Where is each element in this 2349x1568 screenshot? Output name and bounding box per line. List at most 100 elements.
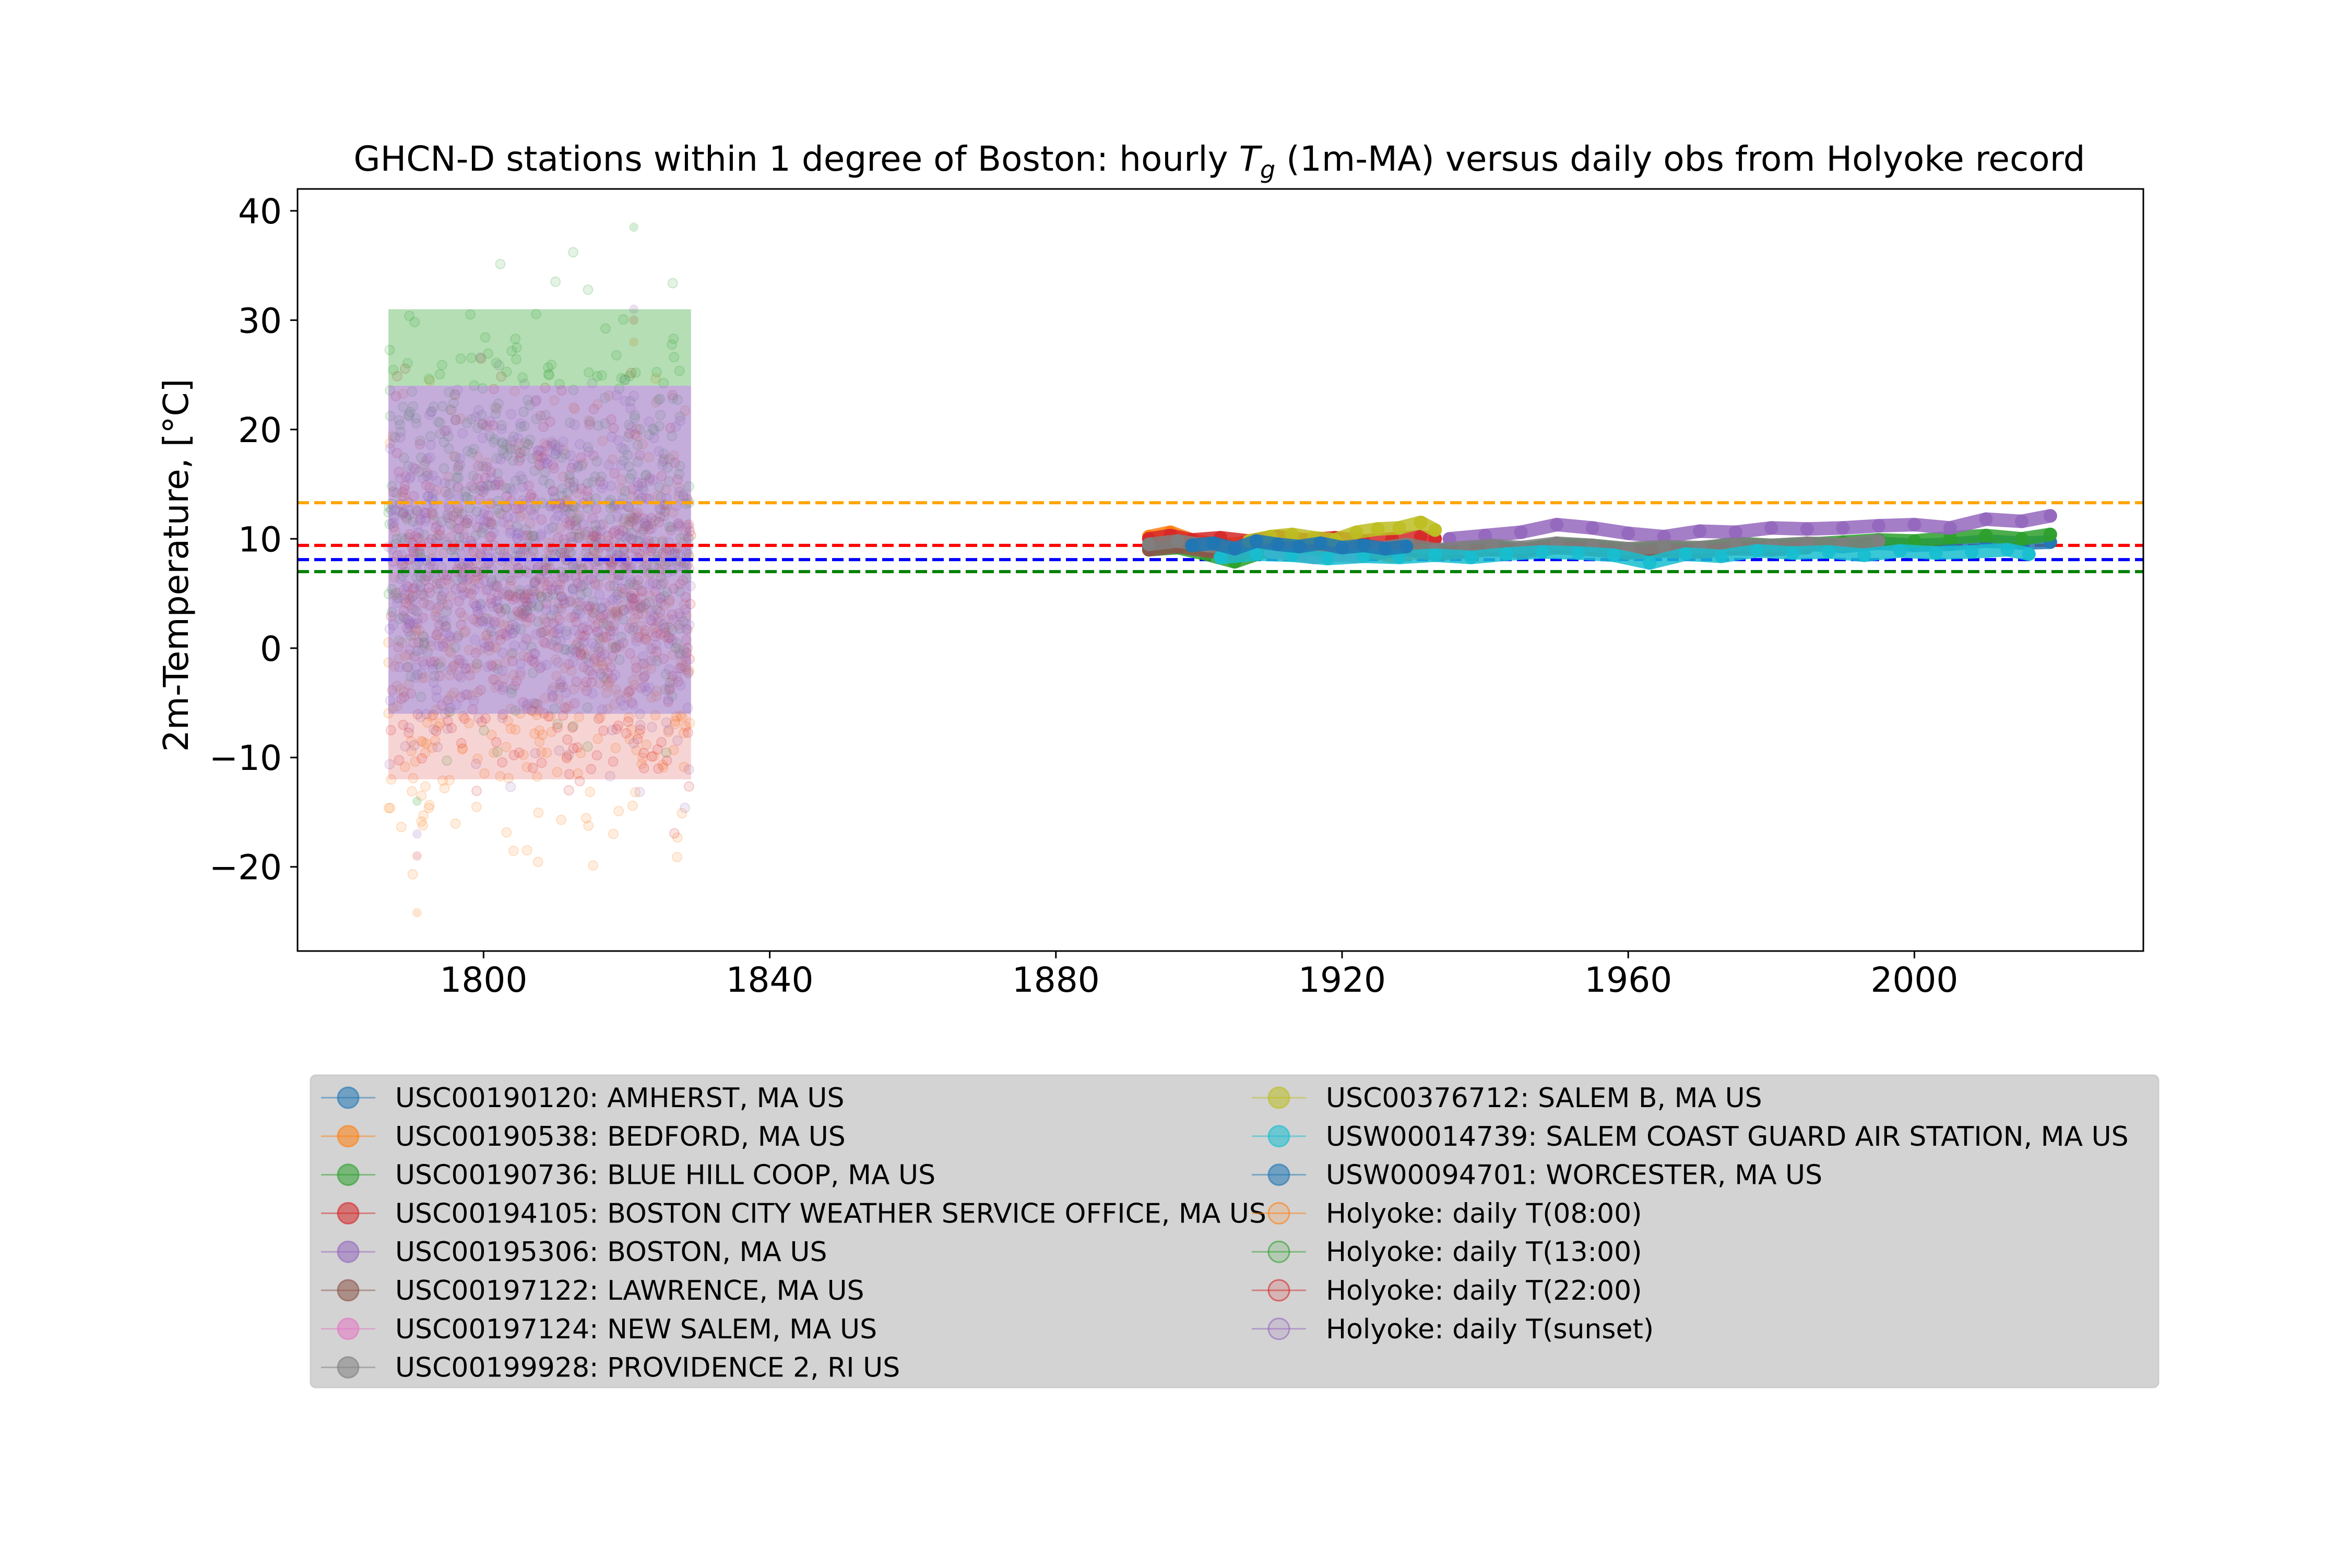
holyoke-point — [596, 370, 607, 381]
holyoke-point — [385, 803, 396, 814]
series-point — [1514, 525, 1528, 539]
holyoke-point — [496, 371, 507, 382]
holyoke-point — [663, 724, 674, 735]
holyoke-point — [400, 363, 410, 374]
holyoke-point — [388, 364, 399, 375]
series-point — [1214, 550, 1227, 564]
holyoke-point — [416, 735, 426, 746]
holyoke-core-band — [388, 386, 691, 714]
holyoke-point — [434, 718, 445, 729]
holyoke-point — [424, 375, 435, 386]
holyoke-point — [679, 762, 690, 773]
holyoke-point — [529, 728, 540, 739]
chart-title: GHCN-D stations within 1 degree of Bosto… — [353, 139, 2085, 184]
holyoke-point — [537, 729, 548, 740]
holyoke-point — [592, 371, 603, 382]
holyoke-point — [404, 311, 414, 322]
holyoke-point — [561, 753, 572, 764]
holyoke-point — [398, 719, 409, 730]
holyoke-point — [417, 753, 428, 764]
holyoke-point — [620, 375, 631, 386]
series-point — [1550, 518, 1564, 532]
series-point — [1836, 521, 1850, 535]
y-tick-label: 40 — [238, 192, 282, 232]
holyoke-point — [437, 775, 448, 786]
series-point — [1693, 524, 1707, 538]
holyoke-point — [501, 827, 512, 838]
holyoke-point — [399, 762, 410, 772]
series-point — [2000, 543, 2014, 557]
holyoke-point — [421, 738, 432, 749]
holyoke-point — [407, 869, 418, 880]
legend-item: USC00199928: PROVIDENCE 2, RI US — [321, 1352, 900, 1384]
series-point — [1871, 534, 1885, 548]
holyoke-point — [543, 369, 554, 380]
holyoke-point — [568, 743, 579, 754]
holyoke-point — [521, 762, 532, 773]
series-point — [1893, 544, 1907, 558]
holyoke-point — [491, 358, 502, 369]
holyoke-point — [583, 284, 594, 295]
holyoke-point — [668, 744, 679, 755]
holyoke-point — [573, 768, 584, 779]
series-point — [1857, 548, 1871, 562]
holyoke-point — [471, 786, 482, 797]
series-point — [1357, 538, 1371, 552]
holyoke-point — [608, 828, 619, 839]
holyoke-point — [479, 725, 489, 736]
legend-label: Holyoke: daily T(13:00) — [1326, 1237, 1642, 1268]
holyoke-point — [457, 743, 468, 754]
holyoke-point — [631, 745, 642, 756]
holyoke-point — [543, 362, 554, 373]
holyoke-point — [572, 742, 583, 753]
holyoke-point — [586, 764, 597, 775]
legend-label: Holyoke: daily T(sunset) — [1326, 1314, 1654, 1345]
legend-marker — [337, 1317, 360, 1340]
holyoke-point — [634, 787, 645, 798]
series-point — [1585, 521, 1599, 535]
holyoke-point — [416, 790, 427, 801]
legend-label: USC00194105: BOSTON CITY WEATHER SERVICE… — [395, 1198, 1266, 1229]
holyoke-point — [474, 352, 485, 363]
series-point — [1371, 522, 1385, 536]
holyoke-point — [423, 374, 434, 384]
legend-item: USC00195306: BOSTON, MA US — [321, 1237, 827, 1268]
holyoke-point — [552, 719, 563, 730]
holyoke-point — [456, 738, 467, 749]
holyoke-lower-band — [388, 714, 691, 780]
holyoke-point — [508, 846, 519, 857]
holyoke-point — [432, 742, 443, 753]
holyoke-point — [604, 771, 615, 781]
series-point — [1399, 540, 1414, 553]
holyoke-point — [534, 737, 545, 747]
holyoke-point — [442, 723, 453, 734]
holyoke-point — [554, 745, 565, 756]
legend-label: USC00190736: BLUE HILL COOP, MA US — [395, 1160, 935, 1191]
holyoke-point — [650, 373, 661, 384]
series-point — [1392, 521, 1406, 535]
holyoke-point — [530, 748, 541, 758]
series-point — [1313, 536, 1327, 550]
holyoke-point — [492, 746, 503, 757]
holyoke-point — [616, 373, 627, 384]
holyoke-point — [416, 816, 427, 827]
holyoke-point — [563, 749, 574, 760]
holyoke-point — [442, 755, 453, 766]
x-tick-label: 1880 — [1012, 960, 1100, 1000]
legend-marker — [337, 1163, 360, 1186]
holyoke-point — [661, 717, 672, 728]
plot-content — [298, 222, 2143, 918]
holyoke-point — [434, 369, 445, 380]
holyoke-point — [505, 723, 516, 734]
series-point — [2043, 509, 2057, 523]
holyoke-point — [385, 724, 396, 735]
legend-item: USC00190538: BEDFORD, MA US — [321, 1121, 846, 1153]
series-point — [1349, 525, 1363, 539]
holyoke-point — [661, 747, 672, 758]
series-point — [1357, 549, 1371, 563]
holyoke-point — [591, 750, 602, 761]
holyoke-point — [442, 716, 453, 727]
holyoke-point — [503, 773, 514, 783]
holyoke-point — [634, 728, 645, 739]
